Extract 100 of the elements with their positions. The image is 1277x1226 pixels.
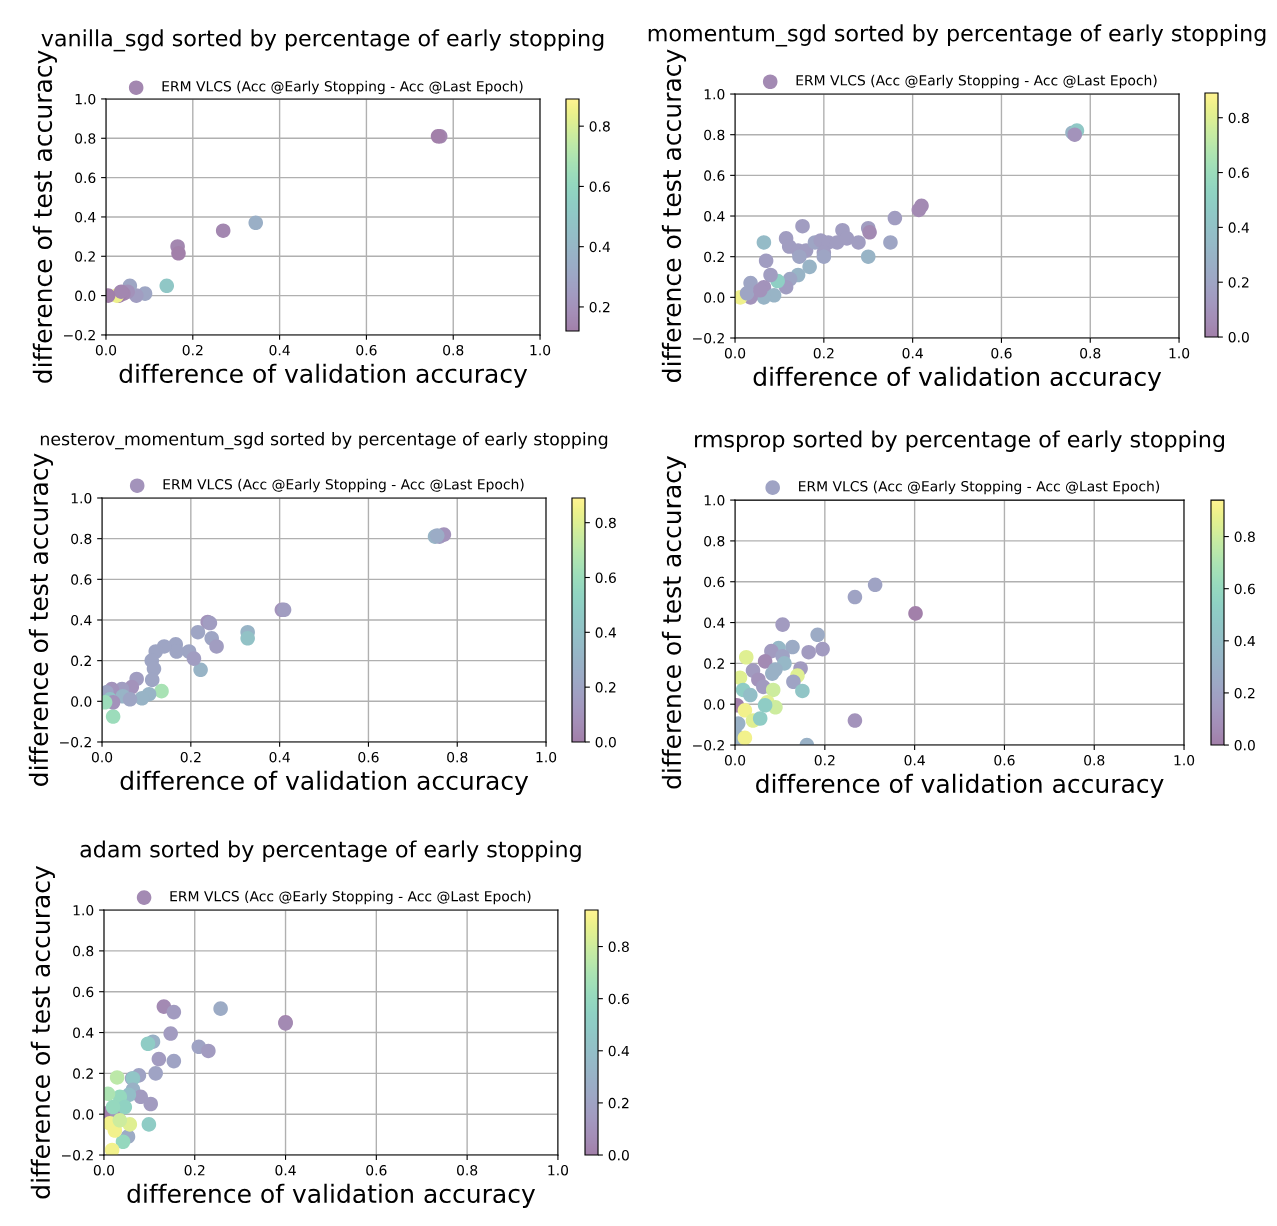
chart-title: momentum_sgd sorted by percentage of early stopping	[648, 24, 1266, 47]
point	[911, 202, 927, 218]
legend-label: ERM VLCS (Acc @Early Stopping - Acc @Last Epoch)	[170, 890, 531, 905]
point	[115, 1134, 131, 1150]
x-tick-label: 0.4	[275, 1164, 296, 1176]
x-tick-label: 1.0	[530, 344, 551, 356]
point	[122, 692, 138, 707]
point	[737, 703, 753, 718]
point	[105, 1099, 121, 1115]
y-tick-label: 0.2	[73, 1068, 93, 1079]
y-tick-label: 0.6	[73, 986, 94, 998]
x-tick-label: 0.4	[902, 347, 923, 359]
x-tick-label: 0.0	[724, 755, 746, 766]
y-tick-label: −0.2	[60, 736, 91, 748]
point	[765, 666, 780, 681]
y-axis-title: difference of test accuracy	[661, 456, 687, 789]
color-bar-label: 0.8	[1228, 112, 1249, 124]
point	[908, 606, 923, 621]
color-bar-label: 0.2	[595, 682, 616, 693]
chart-title: adam sorted by percentage of early stopping	[80, 840, 581, 862]
point	[112, 1113, 128, 1128]
y-tick-label: 0.2	[71, 655, 91, 667]
y-axis-title: difference of test accuracy	[30, 865, 55, 1199]
y-tick-label: 0.0	[73, 1109, 94, 1120]
x-tick-label: 0.4	[269, 751, 290, 763]
x-tick-label: 0.4	[269, 344, 290, 356]
point	[737, 730, 753, 746]
point	[867, 577, 883, 593]
point	[248, 215, 264, 231]
point	[193, 662, 208, 678]
point	[752, 711, 768, 726]
point	[883, 235, 898, 250]
color-bar-label: 0.2	[589, 301, 610, 313]
point	[743, 687, 758, 703]
x-axis-title: difference of validation accuracy	[753, 366, 1162, 391]
color-bar-label: 0.4	[595, 627, 617, 638]
y-axis-title: difference of test accuracy	[32, 50, 57, 383]
x-tick-label: 0.6	[356, 344, 377, 356]
point	[215, 223, 231, 238]
point	[154, 683, 169, 699]
y-tick-label: 0.4	[71, 614, 92, 626]
y-axis-title: difference of test accuracy	[28, 453, 54, 786]
x-axis-title: difference of validation accuracy	[127, 1183, 536, 1208]
color-bar-label: 0.8	[595, 517, 616, 529]
point	[757, 654, 773, 669]
point	[209, 639, 224, 654]
y-tick-label: 0.0	[71, 696, 92, 707]
color-bar-label: 0.4	[1228, 222, 1250, 233]
y-tick-label: −0.2	[693, 740, 724, 751]
x-tick-label: 0.6	[358, 751, 379, 763]
point	[847, 713, 863, 728]
y-tick-label: 0.6	[75, 172, 96, 184]
point	[739, 286, 755, 301]
y-tick-label: 0.4	[73, 1027, 94, 1039]
point	[213, 1001, 228, 1016]
color-bar-label: 0.6	[589, 181, 610, 192]
legend-label: ERM VLCS (Acc @Early Stopping - Acc @Last Epoch)	[799, 480, 1160, 495]
color-bar-label: 0.4	[1234, 635, 1256, 647]
x-tick-label: 0.2	[182, 344, 203, 356]
y-tick-label: 0.2	[704, 251, 724, 263]
point	[141, 1117, 157, 1132]
point	[240, 631, 255, 646]
color-bar-label: 0.4	[589, 241, 611, 253]
point	[151, 1051, 167, 1067]
point	[758, 253, 774, 269]
y-tick-label: 0.2	[75, 251, 95, 262]
y-tick-label: 1.0	[704, 495, 725, 506]
point	[860, 249, 876, 264]
x-tick-label: 0.2	[813, 347, 834, 359]
point	[816, 249, 832, 264]
chart-title: vanilla_sgd sorted by percentage of early stopping	[41, 29, 604, 52]
point	[163, 1026, 178, 1041]
point	[171, 246, 186, 261]
y-tick-label: 0.2	[704, 658, 724, 669]
point	[862, 225, 877, 240]
color-bar-label: 0.8	[608, 941, 629, 953]
color-bar-label: 0.8	[589, 121, 610, 132]
point	[795, 218, 810, 234]
y-tick-label: 1.0	[73, 905, 94, 916]
x-tick-label: 0.0	[91, 751, 113, 763]
color-bar-label: 0.4	[608, 1045, 630, 1057]
color-bar-label: 0.2	[1234, 687, 1255, 699]
point	[738, 649, 754, 665]
legend-label: ERM VLCS (Acc @Early Stopping - Acc @Last Epoch)	[163, 478, 524, 493]
point	[785, 639, 800, 655]
y-tick-label: 0.6	[704, 170, 725, 181]
color-bar-label: 0.2	[608, 1097, 629, 1109]
y-tick-label: 0.8	[75, 133, 96, 144]
x-tick-label: 0.8	[447, 751, 468, 763]
point	[190, 624, 206, 640]
x-tick-label: 0.6	[366, 1164, 387, 1176]
y-tick-label: −0.2	[61, 1149, 93, 1161]
color-bar-label: 0.0	[595, 736, 616, 748]
x-tick-label: 1.0	[1169, 347, 1190, 359]
point	[140, 1036, 156, 1052]
point	[109, 1070, 125, 1085]
x-tick-label: 0.8	[443, 344, 464, 356]
y-tick-label: 0.8	[704, 535, 725, 547]
point	[186, 651, 202, 666]
y-tick-label: 0.4	[704, 617, 725, 629]
